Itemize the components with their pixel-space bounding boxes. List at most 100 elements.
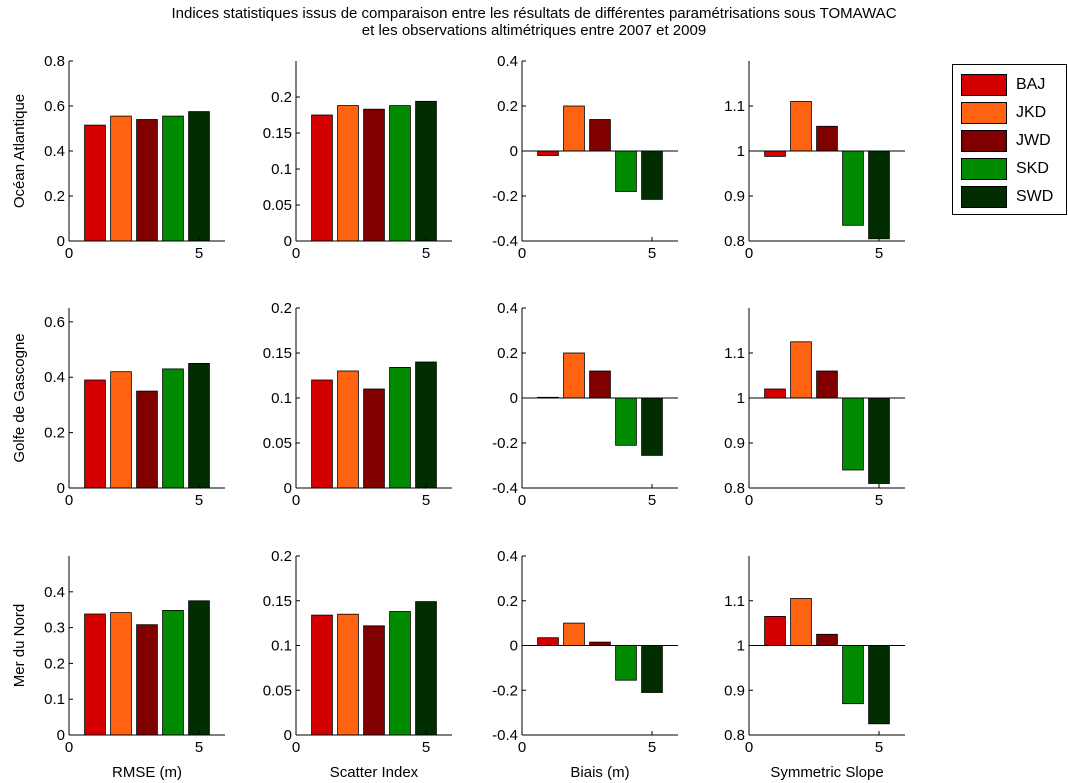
- bar-swd: [868, 150, 890, 240]
- y-tick-label: 0: [284, 727, 292, 744]
- y-tick-label: 0: [284, 480, 292, 497]
- y-tick-label: -0.2: [492, 682, 518, 699]
- panel-r0-c2: -0.4 -0.2 0 0.2 0.4 0 5: [492, 53, 678, 262]
- legend-label-jwd: JWD: [1016, 132, 1051, 149]
- bar-jwd: [363, 625, 385, 736]
- x-tick-label: 0: [292, 245, 300, 262]
- bar-jwd: [589, 641, 611, 646]
- panel-r1-c3: 0.8 0.9 1 1.1 0 5: [724, 308, 905, 509]
- x-tick-label: 0: [65, 492, 73, 509]
- bar-jwd: [136, 390, 158, 489]
- bar-baj: [764, 150, 786, 157]
- x-tick-label: 5: [195, 739, 203, 756]
- y-tick-label: 1: [737, 390, 745, 407]
- legend-label-jkd: JKD: [1016, 104, 1047, 121]
- y-tick-label: 0: [510, 143, 518, 160]
- bar-jwd: [136, 624, 158, 736]
- bar-baj: [537, 150, 559, 156]
- legend-item-jwd: JWD: [953, 127, 1068, 155]
- y-tick-label: -0.4: [492, 727, 518, 744]
- column-label: Biais (m): [570, 764, 629, 781]
- y-tick-label: 0.2: [497, 98, 518, 115]
- y-tick-label: 0.15: [263, 345, 292, 362]
- legend-label-swd: SWD: [1016, 188, 1054, 205]
- y-tick-label: 0.15: [263, 593, 292, 610]
- legend-item-skd: SKD: [953, 155, 1068, 183]
- y-tick-label: 1: [737, 143, 745, 160]
- y-tick-label: 0.8: [724, 233, 745, 250]
- panel-r2-c1: 0 0.05 0.1 0.15 0.2 0 5: [263, 548, 452, 756]
- y-tick-label: 0.9: [724, 188, 745, 205]
- x-tick-label: 5: [422, 739, 430, 756]
- bar-baj: [764, 388, 786, 399]
- panel-r2-c0: 0 0.1 0.2 0.3 0.4 0 5: [44, 556, 225, 756]
- y-tick-label: 0.2: [44, 188, 65, 205]
- y-tick-label: 0.2: [497, 345, 518, 362]
- bar-baj: [84, 124, 106, 242]
- panel-r0-c3: 0.8 0.9 1 1.1 0 5: [724, 61, 905, 262]
- x-tick-label: 5: [422, 492, 430, 509]
- y-tick-label: 0.05: [263, 435, 292, 452]
- bar-swd: [188, 111, 210, 242]
- chart-title-line-1: Indices statistiques issus de comparaiso…: [171, 5, 897, 22]
- y-tick-label: 0.2: [271, 300, 292, 317]
- x-tick-label: 0: [518, 492, 526, 509]
- bar-baj: [84, 613, 106, 736]
- bar-baj: [84, 379, 106, 489]
- y-tick-label: 0.4: [44, 143, 65, 160]
- panel-r1-c0: 0 0.2 0.4 0.6 0 5: [44, 308, 225, 509]
- row-label: Mer du Nord: [11, 604, 28, 687]
- y-tick-label: 0.1: [271, 390, 292, 407]
- y-tick-label: 0.2: [271, 89, 292, 106]
- y-tick-label: 1.1: [724, 593, 745, 610]
- x-tick-label: 5: [875, 492, 883, 509]
- y-tick-label: 1.1: [724, 98, 745, 115]
- bar-jkd: [337, 613, 359, 736]
- y-tick-label: 0.2: [44, 425, 65, 442]
- y-tick-label: 0.4: [497, 300, 518, 317]
- bar-skd: [389, 611, 411, 736]
- column-label: RMSE (m): [112, 764, 182, 781]
- legend-label-skd: SKD: [1016, 160, 1049, 177]
- y-tick-label: 0: [510, 390, 518, 407]
- legend-item-jkd: JKD: [953, 99, 1068, 127]
- y-tick-label: -0.2: [492, 435, 518, 452]
- x-tick-label: 5: [648, 492, 656, 509]
- legend: BAJ JKD JWD SKD SWD: [952, 64, 1067, 215]
- x-tick-label: 0: [292, 492, 300, 509]
- bar-skd: [162, 610, 184, 736]
- legend-swatch-swd: [961, 186, 1007, 208]
- y-tick-label: 0.05: [263, 197, 292, 214]
- y-tick-label: 0.4: [497, 53, 518, 70]
- y-tick-label: 0.4: [44, 369, 65, 386]
- bar-jkd: [790, 598, 812, 646]
- x-tick-label: 0: [518, 245, 526, 262]
- y-tick-label: 0.4: [44, 584, 65, 601]
- y-tick-label: 0: [57, 233, 65, 250]
- y-tick-label: 0.1: [271, 638, 292, 655]
- bar-jwd: [816, 370, 838, 399]
- panel-r2-c2: -0.4 -0.2 0 0.2 0.4 0 5: [492, 548, 678, 756]
- bar-skd: [162, 115, 184, 242]
- x-tick-label: 5: [422, 245, 430, 262]
- bar-swd: [415, 361, 437, 489]
- x-tick-label: 5: [875, 245, 883, 262]
- bar-jwd: [136, 119, 158, 242]
- y-tick-label: 0: [510, 638, 518, 655]
- bar-swd: [415, 601, 437, 736]
- y-tick-label: -0.4: [492, 233, 518, 250]
- bar-baj: [537, 637, 559, 646]
- bar-jwd: [816, 125, 838, 152]
- y-tick-label: 1: [737, 638, 745, 655]
- bar-swd: [641, 150, 663, 200]
- bar-swd: [415, 100, 437, 242]
- x-tick-label: 5: [875, 739, 883, 756]
- bar-skd: [842, 150, 864, 226]
- bar-swd: [868, 645, 890, 725]
- legend-swatch-skd: [961, 158, 1007, 180]
- y-tick-label: 0.8: [724, 727, 745, 744]
- bar-jkd: [337, 105, 359, 242]
- y-tick-label: 0.1: [44, 691, 65, 708]
- panel-r0-c0: 0 0.2 0.4 0.6 0.8 0 5: [44, 53, 225, 262]
- x-tick-label: 0: [518, 739, 526, 756]
